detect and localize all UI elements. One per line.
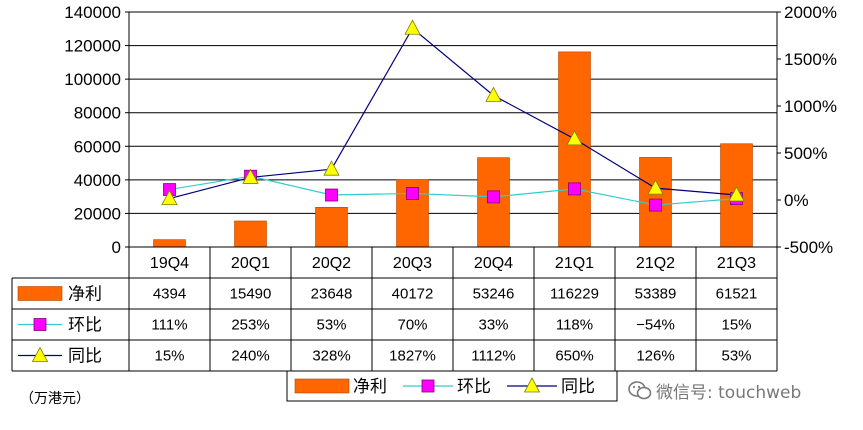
table-cell: 53% (316, 317, 346, 334)
category-label: 21Q2 (636, 255, 675, 272)
watermark-text: 微信号: touchweb (656, 383, 802, 403)
legend-key-bar (294, 378, 350, 394)
legend-label: 同比 (561, 377, 595, 397)
category-label: 20Q2 (312, 255, 351, 272)
legend-key-marker (33, 318, 47, 331)
right-tick-label: 2000% (784, 3, 837, 22)
bar (720, 143, 753, 248)
legend-label: 环比 (457, 377, 491, 397)
table-cell: 70% (397, 317, 427, 334)
left-tick-label: 0 (112, 238, 121, 257)
left-tick-label: 120000 (64, 37, 121, 56)
legend-key-marker (421, 379, 435, 393)
table-cell: 111% (151, 317, 187, 334)
left-tick-label: 40000 (74, 171, 121, 190)
row-label: 净利 (68, 285, 102, 305)
qoq-line (169, 175, 737, 206)
left-tick-label: 60000 (74, 137, 121, 156)
table-cell: 15490 (230, 286, 272, 303)
category-label: 19Q4 (150, 255, 189, 272)
right-tick-label: 1000% (784, 97, 837, 116)
yoy-marker (161, 189, 178, 205)
legend-key-bar (17, 286, 63, 301)
left-tick-label: 100000 (64, 70, 121, 89)
category-label: 20Q3 (393, 255, 432, 272)
row-label: 同比 (68, 347, 102, 367)
left-tick-label: 20000 (74, 204, 121, 223)
unit-label: （万港元） (20, 391, 90, 407)
table-cell: 116229 (550, 286, 599, 303)
bar (315, 207, 348, 248)
table-cell: 23648 (311, 286, 353, 303)
legend-label: 净利 (353, 377, 387, 397)
table-cell: 53389 (635, 286, 677, 303)
left-tick-label: 140000 (64, 3, 121, 22)
table-cell: 253% (231, 317, 269, 334)
watermark: 微信号: touchweb (628, 378, 801, 403)
category-label: 20Q1 (231, 255, 270, 272)
right-tick-label: 1500% (784, 50, 837, 69)
category-label: 21Q3 (717, 255, 756, 272)
table-cell: 126% (636, 348, 674, 365)
right-tick-label: 0% (784, 191, 809, 210)
table-cell: 650% (555, 348, 593, 365)
right-tick-label: -500% (784, 238, 833, 257)
table-cell: 33% (478, 317, 508, 334)
wechat-icon (628, 380, 652, 399)
table-cell: 40172 (392, 286, 434, 303)
legend-key-marker (523, 377, 541, 393)
yoy-marker (566, 130, 583, 146)
yoy-marker (728, 186, 745, 202)
qoq-marker (649, 198, 662, 212)
yoy-marker (404, 19, 421, 35)
yoy-marker (485, 86, 502, 102)
yoy-line (169, 27, 737, 200)
qoq-marker (487, 190, 500, 204)
table-cell: 53% (721, 348, 751, 365)
table-cell: −54% (636, 317, 675, 334)
table-cell: 1827% (389, 348, 436, 365)
table-cell: 15% (154, 348, 184, 365)
table-cell: 1112% (471, 348, 515, 365)
bar (234, 220, 267, 248)
qoq-marker (325, 188, 338, 202)
table-cell: 53246 (473, 286, 515, 303)
yoy-marker (647, 179, 664, 195)
legend-key-marker (31, 346, 49, 362)
bar (558, 51, 591, 248)
table-cell: 240% (231, 348, 269, 365)
table-cell: 15% (721, 317, 751, 334)
table-cell: 328% (312, 348, 350, 365)
left-tick-label: 80000 (74, 104, 121, 123)
category-label: 20Q4 (474, 255, 513, 272)
table-cell: 4394 (153, 286, 186, 303)
right-tick-label: 500% (784, 144, 827, 163)
category-label: 21Q1 (555, 255, 594, 272)
qoq-marker (568, 182, 581, 196)
bar (153, 239, 186, 248)
table-cell: 61521 (716, 286, 758, 303)
row-label: 环比 (68, 316, 102, 336)
bar (639, 157, 672, 248)
table-cell: 118% (556, 317, 593, 334)
qoq-marker (406, 187, 419, 200)
yoy-marker (323, 160, 340, 176)
yoy-marker (242, 168, 259, 184)
